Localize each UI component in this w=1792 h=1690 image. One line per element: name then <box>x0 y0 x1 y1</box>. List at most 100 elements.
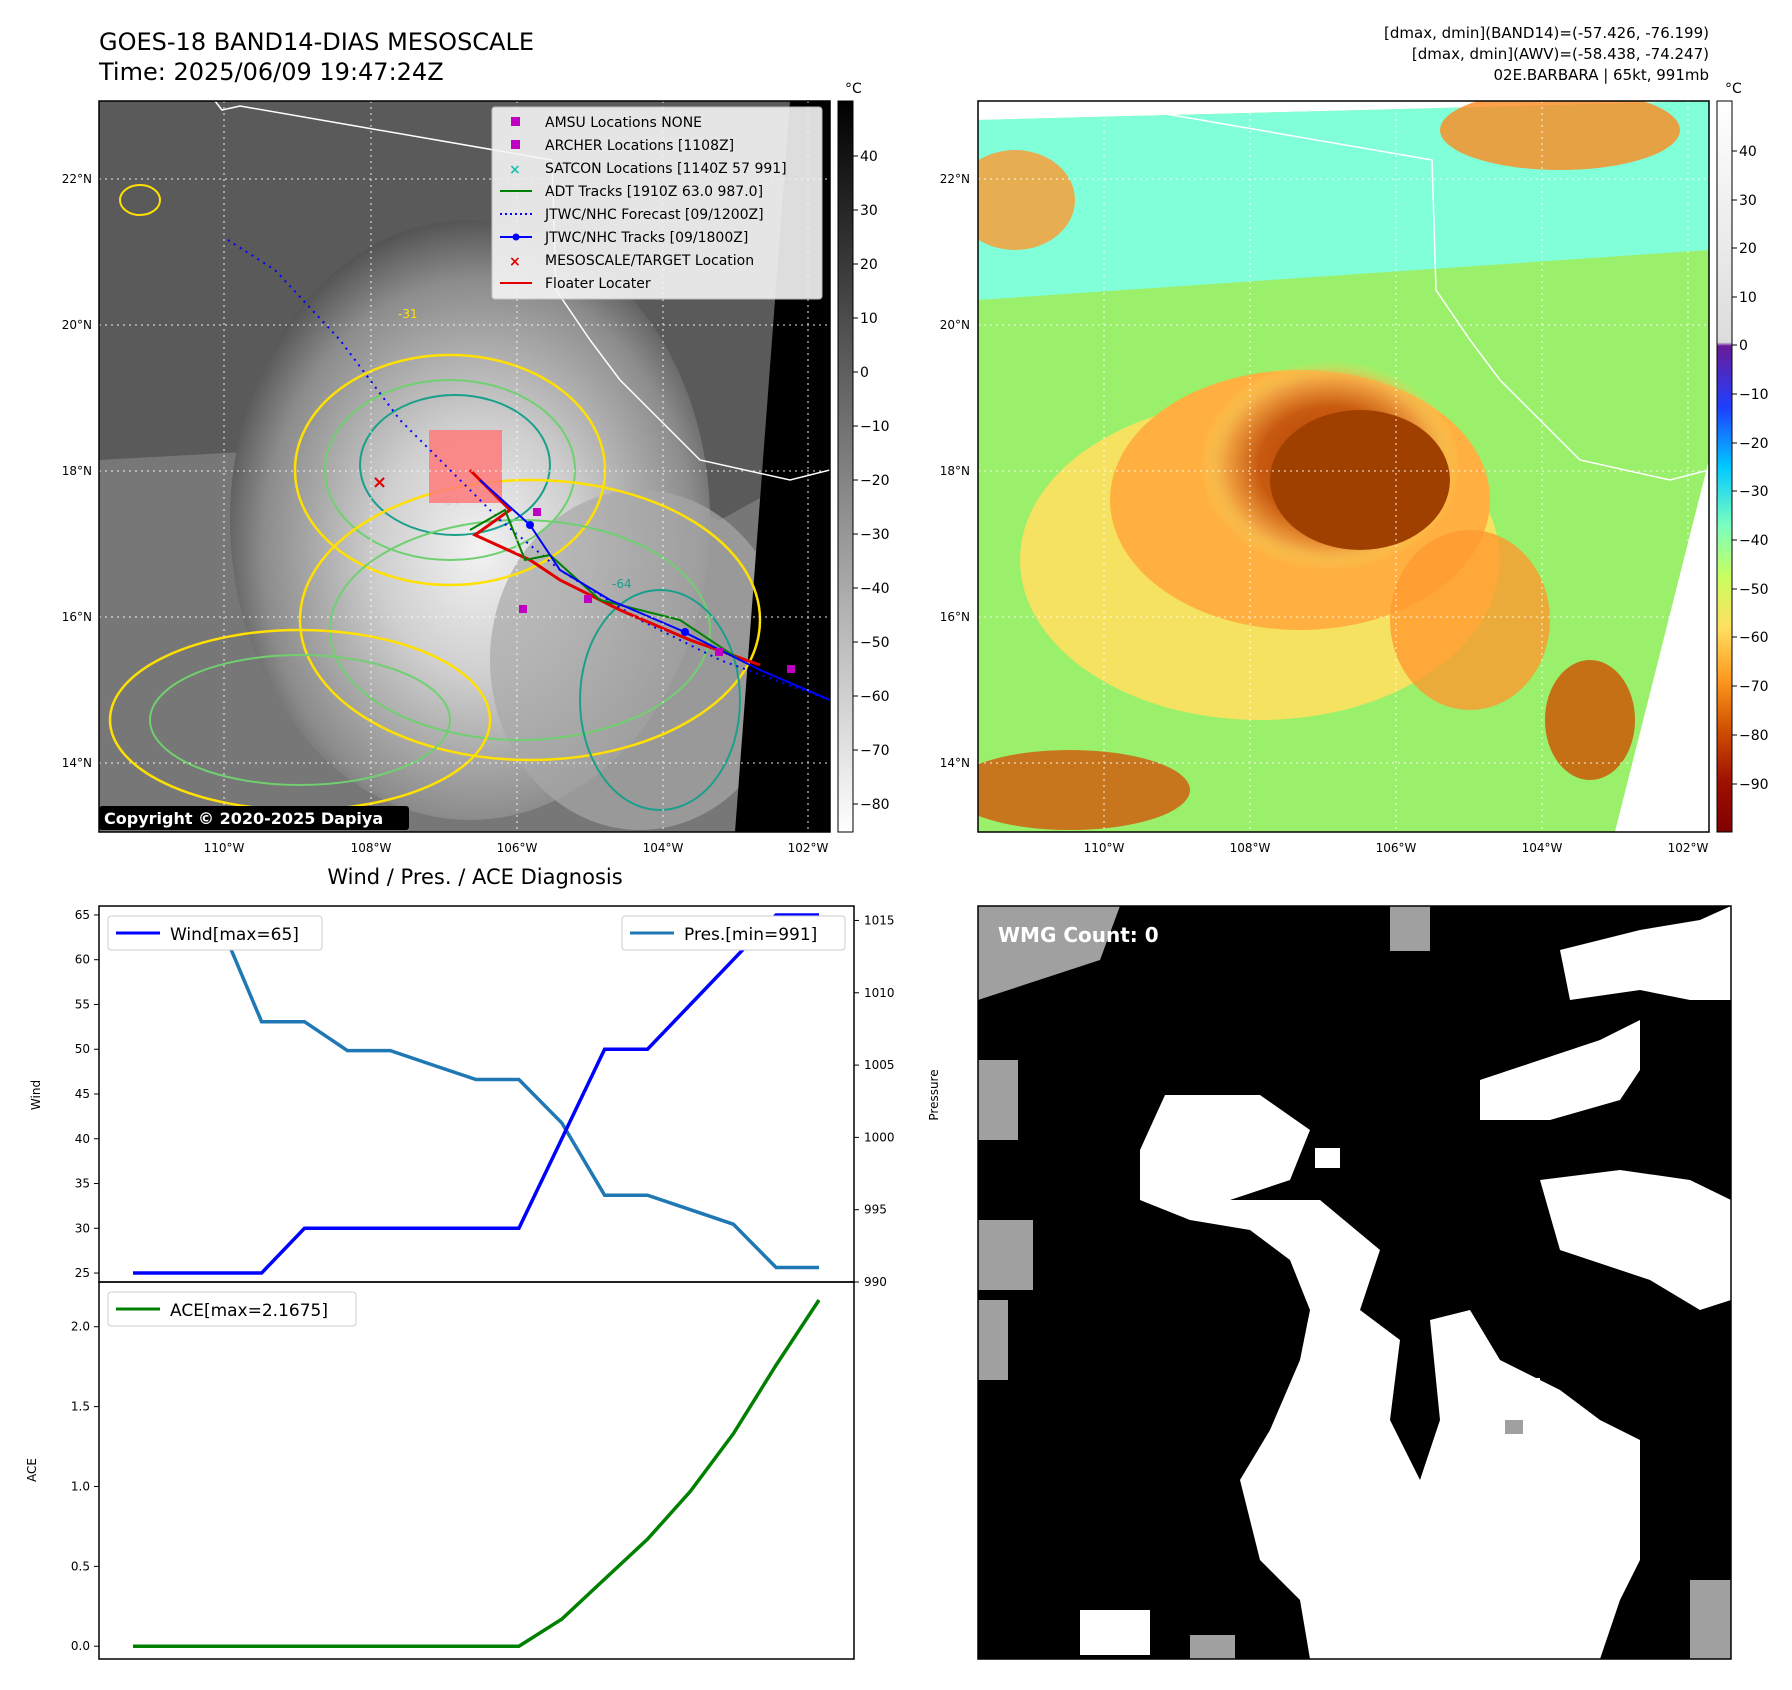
legend-item: ADT Tracks [1910Z 63.0 987.0] <box>500 184 763 200</box>
colorbar-color-tick: −50 <box>1739 582 1769 598</box>
wmg-count: WMG Count: 0 <box>998 923 1159 947</box>
colorbar-color-tick: 30 <box>1739 193 1757 209</box>
colorbar-color-tick: 10 <box>1739 290 1757 306</box>
colorbar-gray-unit: °C <box>845 81 862 97</box>
wind-line <box>133 913 819 1275</box>
colorbar-gray-tick: −70 <box>860 743 890 759</box>
colorbar-gray-tick: −20 <box>860 473 890 489</box>
pressure-tick: 1000 <box>864 1130 895 1144</box>
contour-label: -31 <box>398 307 418 321</box>
colorbar-gray-tick: −10 <box>860 419 890 435</box>
legend-item: × SATCON Locations [1140Z 57 991] <box>509 161 787 178</box>
floater-track <box>468 468 761 667</box>
lon-label: 104°W <box>1522 841 1563 855</box>
legend-item: JTWC/NHC Forecast [09/1200Z] <box>500 207 764 223</box>
lon-label: 106°W <box>497 841 538 855</box>
colorbar-gray-tick: 0 <box>860 365 869 381</box>
colorbar-color-tick: −10 <box>1739 387 1769 403</box>
lon-label: 110°W <box>204 841 245 855</box>
target-marker: × <box>372 472 387 493</box>
wind-tick: 25 <box>75 1266 90 1280</box>
colorbar-gray-tick: 30 <box>860 203 878 219</box>
svg-text:×: × <box>509 254 521 270</box>
ace-tick: 1.0 <box>71 1479 90 1493</box>
lat-label: 18°N <box>940 464 970 478</box>
colorbar-gray-tick: −50 <box>860 635 890 651</box>
colorbar-gray-tick: −40 <box>860 581 890 597</box>
lat-label: 14°N <box>940 756 970 770</box>
legend-label: JTWC/NHC Forecast [09/1200Z] <box>544 207 764 223</box>
legend-label: AMSU Locations NONE <box>545 115 702 131</box>
colorbar-gray: °C 40 30 20 10 0 −10 −20 −30 −40 −50 −60 −70 −80 <box>837 81 890 833</box>
figure-time: Time: 2025/06/09 19:47:24Z <box>98 58 444 86</box>
forecast-track <box>227 239 830 701</box>
ace-line <box>133 1299 821 1648</box>
colorbar-color-tick: −60 <box>1739 630 1769 646</box>
wind-tick: 35 <box>75 1177 90 1191</box>
legend-item: × MESOSCALE/TARGET Location <box>509 253 754 270</box>
lat-label: 22°N <box>62 172 92 186</box>
pressure-tick: 1005 <box>864 1058 895 1072</box>
ace-legend-label: ACE[max=2.1675] <box>170 1301 328 1321</box>
pressure-tick: 990 <box>864 1275 887 1289</box>
colorbar-color-tick: −80 <box>1739 728 1769 744</box>
coastline-2 <box>1094 101 1709 481</box>
svg-text:×: × <box>509 162 521 178</box>
info-band14: [dmax, dmin](BAND14)=(-57.426, -76.199) <box>1384 24 1709 42</box>
pressure-legend-label: Pres.[min=991] <box>684 925 817 945</box>
colorbar-color-tick: −40 <box>1739 533 1769 549</box>
ace-ylabel: ACE <box>25 1458 39 1482</box>
colorbar-gray-tick: 10 <box>860 311 878 327</box>
colorbar-color-tick: 40 <box>1739 144 1757 160</box>
legend-label: ARCHER Locations [1108Z] <box>545 138 734 154</box>
wind-tick: 45 <box>75 1087 90 1101</box>
lat-label: 16°N <box>62 610 92 624</box>
info-awv: [dmax, dmin](AWV)=(-58.438, -74.247) <box>1412 45 1709 63</box>
wind-legend-label: Wind[max=65] <box>170 925 299 945</box>
info-storm: 02E.BARBARA | 65kt, 991mb <box>1494 66 1709 84</box>
legend-label: ADT Tracks [1910Z 63.0 987.0] <box>545 184 763 200</box>
colorbar-color-tick: −70 <box>1739 679 1769 695</box>
colorbar-gray-tick: 40 <box>860 149 878 165</box>
lat-label: 22°N <box>940 172 970 186</box>
colorbar-color: °C 40 30 20 10 0 −10 −20 −30 −40 −50 −60 −70 −80 −90 <box>1716 81 1769 833</box>
colorbar-gray-tick: 20 <box>860 257 878 273</box>
ace-tick: 0.5 <box>71 1559 90 1573</box>
copyright: Copyright © 2020-2025 Dapiya <box>104 809 383 828</box>
lon-label: 108°W <box>351 841 392 855</box>
colorbar-color-tick: −30 <box>1739 484 1769 500</box>
colorbar-gray-tick: −60 <box>860 689 890 705</box>
legend-label: Floater Locater <box>545 276 651 292</box>
pressure-tick: 1010 <box>864 986 895 1000</box>
lat-label: 14°N <box>62 756 92 770</box>
colorbar-color-tick: −90 <box>1739 777 1769 793</box>
wind-tick: 60 <box>75 953 90 967</box>
legend-item: AMSU Locations NONE <box>511 115 702 131</box>
wind-tick: 50 <box>75 1042 90 1056</box>
pressure-tick: 1015 <box>864 913 895 927</box>
wind-tick: 40 <box>75 1132 90 1146</box>
ace-tick: 0.0 <box>71 1639 90 1653</box>
coastline <box>214 101 830 481</box>
colorbar-gray-tick: −80 <box>860 797 890 813</box>
colorbar-color-unit: °C <box>1725 81 1742 97</box>
wind-tick: 65 <box>75 908 90 922</box>
lon-label: 102°W <box>788 841 829 855</box>
legend-label: SATCON Locations [1140Z 57 991] <box>545 161 787 177</box>
lat-label: 20°N <box>62 318 92 332</box>
wind-legend: Wind[max=65] <box>107 915 323 951</box>
lat-label: 16°N <box>940 610 970 624</box>
map-ir-color <box>978 101 1709 832</box>
lat-label: 20°N <box>940 318 970 332</box>
legend-label: JTWC/NHC Tracks [09/1800Z] <box>544 230 748 246</box>
colorbar-color-tick: 20 <box>1739 241 1757 257</box>
wmg-panel: WMG Count: 0 <box>978 906 1731 1659</box>
colorbar-color-tick: 0 <box>1739 338 1748 354</box>
pressure-tick: 995 <box>864 1203 887 1217</box>
map-legend: AMSU Locations NONE ARCHER Locations [110… <box>491 106 823 300</box>
legend-label: MESOSCALE/TARGET Location <box>545 253 754 269</box>
lon-label: 102°W <box>1668 841 1709 855</box>
legend-item: Floater Locater <box>500 276 651 292</box>
wind-tick: 30 <box>75 1221 90 1235</box>
